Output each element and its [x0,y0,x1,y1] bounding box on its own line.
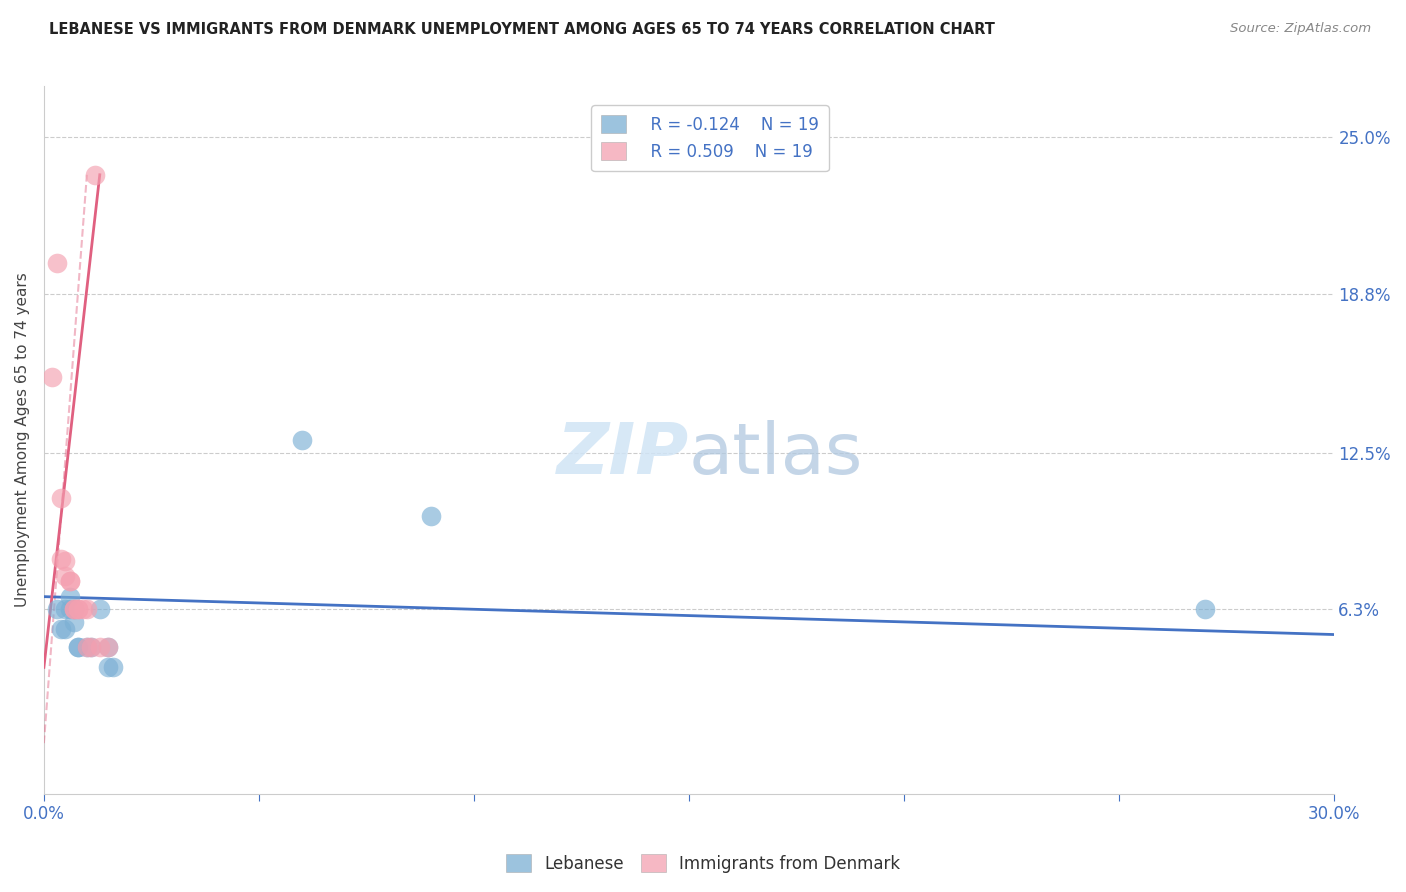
Point [45,602,67,616]
Point [101,660,124,674]
Point [67,602,90,616]
Point [67,640,90,655]
Point [419,508,441,523]
Point [89,602,111,616]
Point [84,168,107,182]
Point [49,491,72,505]
Point [59,574,82,589]
Point [67,640,90,655]
Point [59,602,82,616]
Text: LEBANESE VS IMMIGRANTS FROM DENMARK UNEMPLOYMENT AMONG AGES 65 TO 74 YEARS CORRE: LEBANESE VS IMMIGRANTS FROM DENMARK UNEM… [49,22,995,37]
Legend:   R = -0.124    N = 19,   R = 0.509    N = 19: R = -0.124 N = 19, R = 0.509 N = 19 [592,105,828,171]
Point [63,602,86,616]
Text: ZIP: ZIP [557,419,689,489]
Point [49,623,72,637]
Point [1194,602,1216,616]
Point [63,602,86,616]
Point [97,640,120,655]
Point [55,623,77,637]
Point [55,569,77,583]
Point [49,551,72,566]
Point [97,640,120,655]
Point [41,369,63,384]
Point [55,602,77,616]
Point [45,256,67,270]
Point [76,640,98,655]
Text: Source: ZipAtlas.com: Source: ZipAtlas.com [1230,22,1371,36]
Point [89,640,111,655]
Point [80,640,103,655]
Point [63,615,86,629]
Point [59,574,82,589]
Point [55,554,77,568]
Point [76,640,98,655]
Point [80,640,103,655]
Point [291,433,314,447]
Point [67,602,90,616]
Text: atlas: atlas [689,419,863,489]
Legend: Lebanese, Immigrants from Denmark: Lebanese, Immigrants from Denmark [499,847,907,880]
Point [72,602,94,616]
Y-axis label: Unemployment Among Ages 65 to 74 years: Unemployment Among Ages 65 to 74 years [15,273,30,607]
Point [63,602,86,616]
Point [76,602,98,616]
Point [97,660,120,674]
Point [59,590,82,604]
